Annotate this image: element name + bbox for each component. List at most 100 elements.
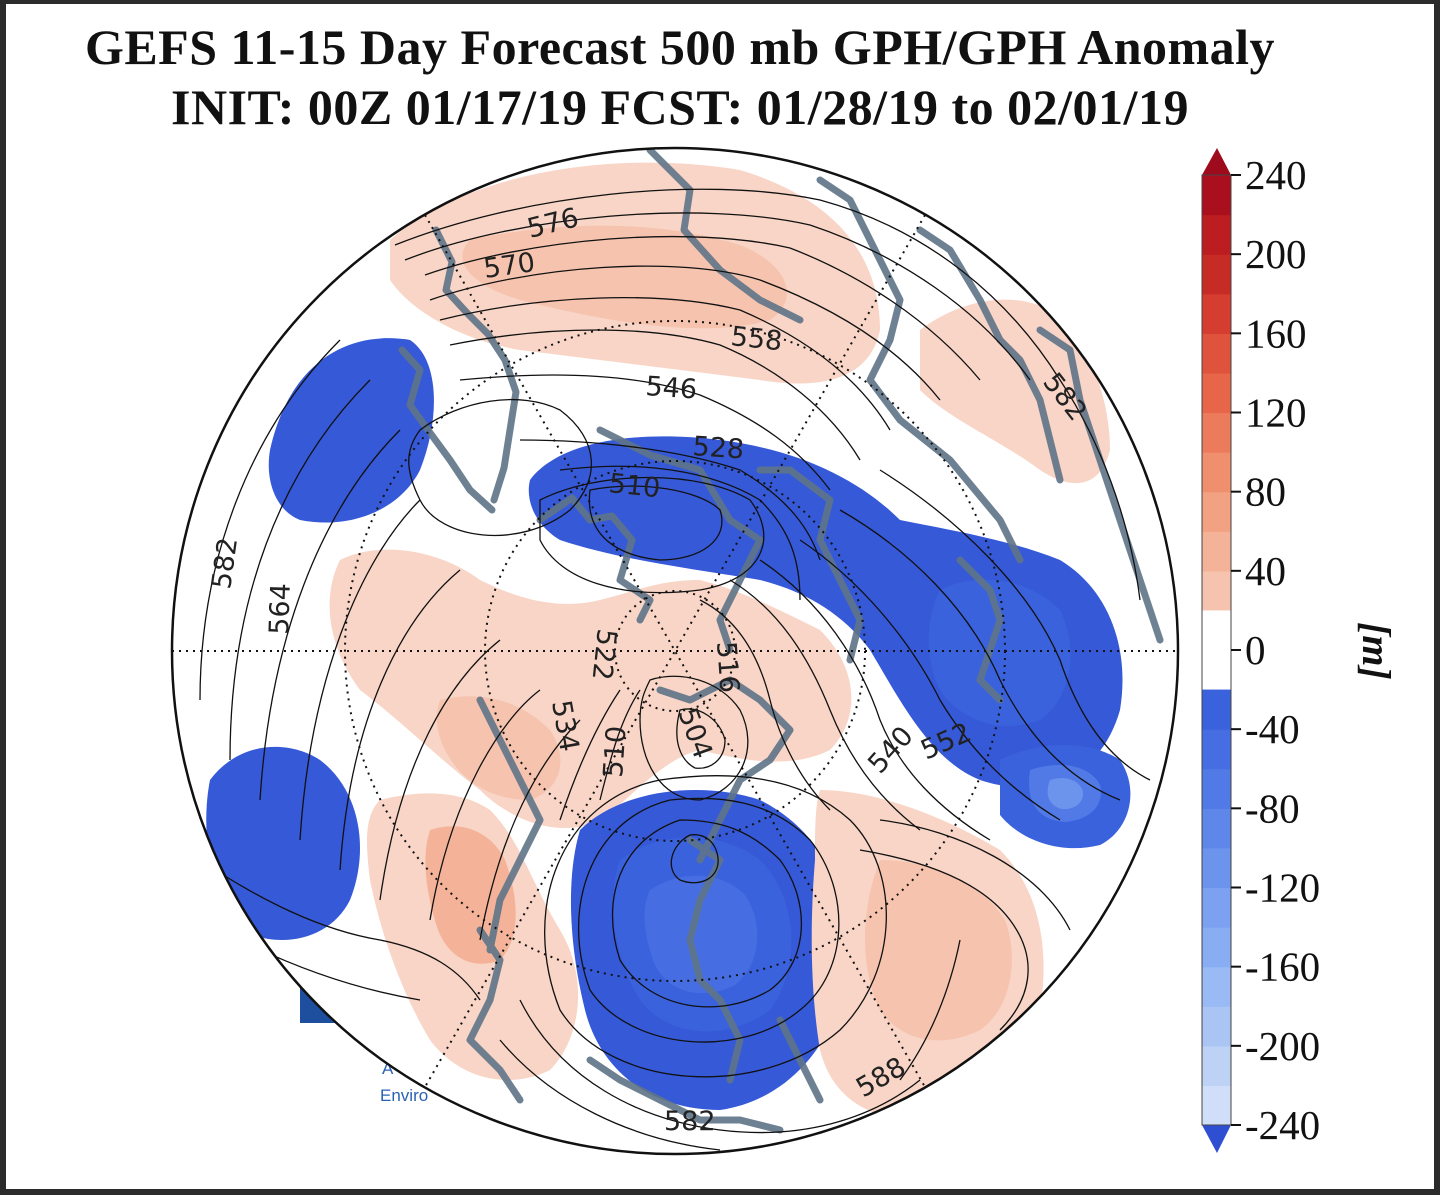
latitude-circle <box>614 590 736 712</box>
coastline-north-america-east <box>916 226 1064 484</box>
contour-label: 582 <box>664 1106 716 1137</box>
colorbar-tick-label: -120 <box>1245 865 1320 911</box>
contour-label: 516 <box>710 640 745 694</box>
anomaly-europe-trough-inner <box>644 875 758 994</box>
contour-line <box>670 834 719 884</box>
contour-line <box>879 469 1151 781</box>
coastline-arabia <box>776 1016 824 1104</box>
contour-line <box>229 379 371 761</box>
contour-line <box>879 819 1071 931</box>
colorbar-segment <box>1202 412 1231 453</box>
colorbar-tick-label: -200 <box>1245 1023 1320 1069</box>
contour-line <box>729 579 921 831</box>
colorbar-segment <box>1202 254 1231 295</box>
contour-label: 582 <box>206 536 244 591</box>
contour-line <box>599 689 641 801</box>
colorbar-tick-label: 80 <box>1245 469 1286 515</box>
contour-line <box>429 265 941 401</box>
anomaly-north-pacific-trough <box>268 338 434 523</box>
contour-line <box>588 485 723 561</box>
contour-line <box>519 999 921 1134</box>
colorbar-segment <box>1202 491 1231 532</box>
coastline-central-america <box>1036 326 1164 644</box>
anomaly-eastern-atlantic-trough-core <box>1047 778 1084 810</box>
contour-line <box>544 775 887 1078</box>
contour-label: 564 <box>264 583 297 636</box>
colorbar-tick-label: 0 <box>1245 627 1266 673</box>
colorbar-segment <box>1202 1006 1231 1047</box>
contour-line <box>699 599 831 811</box>
colorbar-tick-label: 40 <box>1245 548 1286 594</box>
contour-line <box>439 297 891 431</box>
map-boundary <box>170 146 1180 1156</box>
contour-line <box>449 329 861 461</box>
contour-line <box>479 719 581 941</box>
colorbar-segment <box>1202 966 1231 1007</box>
coastline-greenland <box>596 426 764 654</box>
colorbar-segment <box>1202 452 1231 493</box>
coastline-north-africa <box>586 1056 784 1134</box>
anomaly-eastern-asia-trough <box>206 746 360 940</box>
contour-line <box>676 708 726 769</box>
contour-line <box>379 639 501 901</box>
colorbar-tick-label: -240 <box>1245 1102 1320 1148</box>
contour-label: 528 <box>692 431 746 466</box>
colorbar: 24020016012080400-40-80-120-160-200-240 … <box>1201 148 1399 1153</box>
colorbar-tick-label: 120 <box>1245 390 1307 436</box>
colorbar-tick-label: 240 <box>1245 152 1307 198</box>
colorbar-segment <box>1202 1085 1231 1126</box>
contour-line <box>259 429 401 801</box>
anomaly-fill-layer <box>206 162 1131 1120</box>
anomaly-arctic-canada-trough-core <box>928 579 1071 726</box>
colorbar-ticks: 240 200 160 120 80 40 0 -40 -80 -120 -160 -200 -240 <box>1231 152 1320 1148</box>
coastline-bering <box>398 346 496 514</box>
gph-contour-layer <box>174 188 1151 1151</box>
colorbar-segment <box>1202 847 1231 889</box>
coastline-japan <box>466 926 524 1104</box>
contour-line <box>199 339 341 701</box>
colorbar-segment <box>1202 768 1231 809</box>
contour-label: 546 <box>645 371 699 406</box>
contour-line <box>839 509 1121 801</box>
contour-line <box>578 797 840 1043</box>
colorbar-segment <box>1202 293 1231 334</box>
anomaly-western-asia-ridge-core <box>865 860 1012 1041</box>
coastline-siberia-north <box>656 676 794 864</box>
colorbar-min-extend <box>1202 1125 1231 1153</box>
contour-line <box>394 188 1141 601</box>
contour-line <box>539 476 765 594</box>
colorbar-max-extend <box>1202 148 1231 175</box>
colorbar-segments <box>1202 175 1231 1126</box>
coastline-canadian-archipelago <box>536 494 654 624</box>
colorbar-segment <box>1202 175 1231 216</box>
colorbar-segment <box>1202 372 1231 414</box>
colorbar-segment <box>1202 333 1231 374</box>
colorbar-segment <box>1202 214 1231 255</box>
chart-title-line-2: INIT: 00Z 01/17/19 FCST: 01/28/19 to 02/… <box>171 79 1189 135</box>
contour-line <box>559 689 621 821</box>
contour-label: 570 <box>482 247 537 285</box>
contour-label: 558 <box>729 321 784 357</box>
coastline-layer <box>398 148 1164 1134</box>
colorbar-segment <box>1202 808 1231 849</box>
coastline-mediterranean <box>956 556 1004 704</box>
contour-line <box>499 1039 721 1151</box>
colorbar-unit-label: [m] <box>1354 622 1399 680</box>
colorbar-segment <box>1202 531 1231 572</box>
contour-line <box>424 235 981 381</box>
colorbar-tick-label: -80 <box>1245 785 1300 831</box>
contour-line <box>519 439 821 561</box>
colorbar-tick-label: 200 <box>1245 231 1307 277</box>
colorbar-tick-label: -40 <box>1245 706 1300 752</box>
contour-line <box>612 819 803 1008</box>
colorbar-segment <box>1202 689 1231 730</box>
coastline-pacific-coast <box>646 148 804 324</box>
contour-label: 510 <box>598 725 633 779</box>
contour-line <box>559 465 801 601</box>
coastline-hudson <box>756 466 864 664</box>
contour-line <box>408 399 592 537</box>
colorbar-tick-label: -160 <box>1245 944 1320 990</box>
colorbar-segment <box>1202 887 1231 928</box>
graticule-layer <box>172 214 1178 1088</box>
